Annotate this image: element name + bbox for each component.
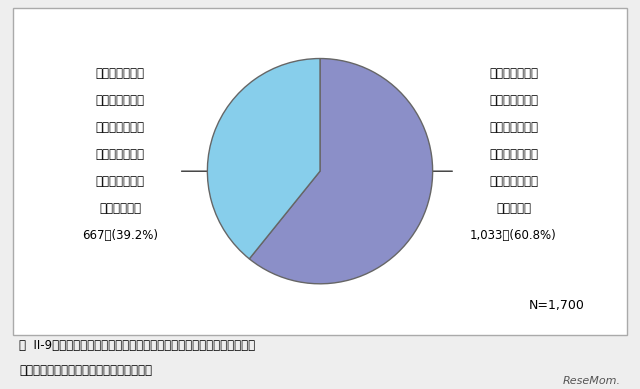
FancyBboxPatch shape [13, 8, 627, 335]
Text: N=1,700: N=1,700 [528, 299, 584, 312]
Text: につながる可能: につながる可能 [489, 148, 538, 161]
Text: ReseMom.: ReseMom. [563, 376, 621, 386]
Text: 667人(39.2%): 667人(39.2%) [83, 230, 158, 242]
Text: 空き容器への移: 空き容器への移 [489, 94, 538, 107]
Wedge shape [207, 58, 320, 259]
Text: し替えが、事故: し替えが、事故 [489, 121, 538, 134]
Text: 食品や飲料用の: 食品や飲料用の [489, 67, 538, 80]
Text: 図  II-9　食品や飲料用の空き容器への移し替えが事故につながる可能性: 図 II-9 食品や飲料用の空き容器への移し替えが事故につながる可能性 [19, 339, 255, 352]
Text: 性があることを: 性があることを [96, 175, 145, 188]
Text: であることの認知（単数回答）: であることの認知（単数回答） [19, 364, 152, 377]
Text: 食品や飲料用の: 食品や飲料用の [96, 67, 145, 80]
Text: 1,033人(60.8%): 1,033人(60.8%) [470, 230, 557, 242]
Wedge shape [250, 58, 433, 284]
Text: につながる可能: につながる可能 [96, 148, 145, 161]
Text: 知っていた: 知っていた [496, 202, 531, 215]
Text: 性があることを: 性があることを [489, 175, 538, 188]
Text: 空き容器への移: 空き容器への移 [96, 94, 145, 107]
Text: し替えが、事故: し替えが、事故 [96, 121, 145, 134]
Text: 知らなかった: 知らなかった [99, 202, 141, 215]
